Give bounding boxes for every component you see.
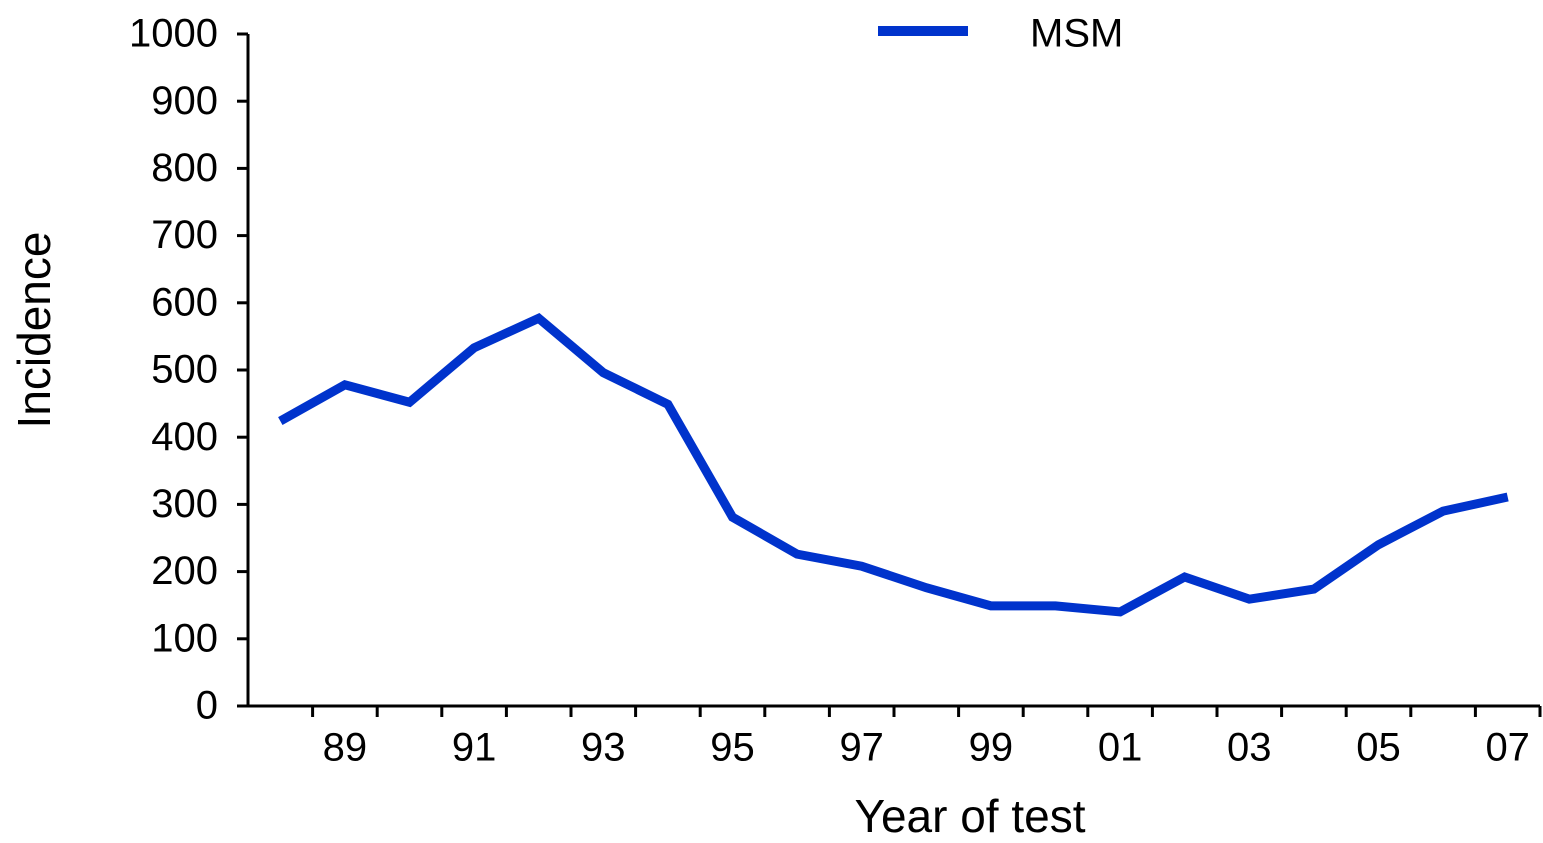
x-tick-label: 01 [1098, 726, 1143, 770]
x-tick-label: 05 [1356, 726, 1401, 770]
x-axis-label: Year of test [854, 790, 1085, 842]
y-tick-label: 800 [151, 146, 218, 190]
x-tick-label: 93 [581, 726, 626, 770]
y-tick-label: 700 [151, 213, 218, 257]
data-line [278, 312, 1509, 617]
y-tick-label: 500 [151, 348, 218, 392]
x-tick-label: 03 [1227, 726, 1272, 770]
y-tick-label: 900 [151, 79, 218, 123]
x-tick-label: 91 [452, 726, 497, 770]
x-tick-label: 89 [323, 726, 368, 770]
y-tick-label: 400 [151, 415, 218, 459]
y-tick-label: 300 [151, 482, 218, 526]
x-tick-label: 99 [969, 726, 1014, 770]
y-tick-label: 200 [151, 549, 218, 593]
y-axis-label: Incidence [8, 232, 60, 429]
y-tick-label: 600 [151, 280, 218, 324]
legend-label: MSM [1030, 12, 1123, 56]
x-tick-label: 95 [710, 726, 755, 770]
x-tick-label: 07 [1485, 726, 1530, 770]
x-tick-label: 97 [839, 726, 884, 770]
y-tick-label: 1000 [129, 12, 218, 56]
y-tick-label: 0 [196, 684, 218, 728]
y-tick-label: 100 [151, 616, 218, 660]
